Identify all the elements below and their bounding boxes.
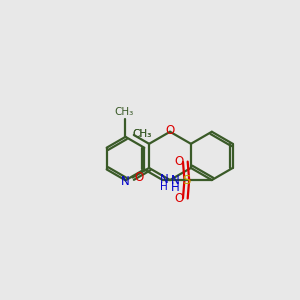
Text: N: N xyxy=(121,175,130,188)
Text: S: S xyxy=(183,173,191,187)
Text: H: H xyxy=(160,182,168,192)
Text: CH₃: CH₃ xyxy=(114,107,134,117)
Text: N: N xyxy=(160,172,169,186)
Text: O: O xyxy=(174,192,184,205)
Text: H: H xyxy=(171,181,180,194)
Text: CH₃: CH₃ xyxy=(132,128,152,139)
Text: O: O xyxy=(174,155,184,168)
Text: O: O xyxy=(134,171,144,184)
Text: O: O xyxy=(165,124,175,137)
Text: CH₃: CH₃ xyxy=(132,128,152,139)
Text: N: N xyxy=(171,173,180,187)
